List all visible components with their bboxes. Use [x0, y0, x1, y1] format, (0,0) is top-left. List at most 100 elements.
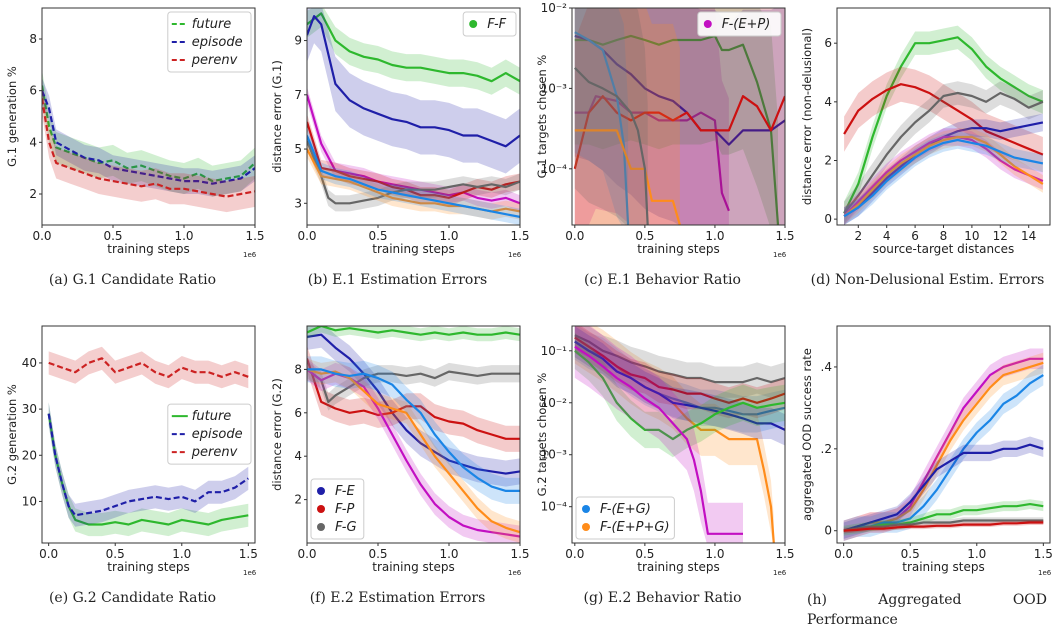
legend-label: future: [192, 409, 232, 424]
series-line-episode: [47, 413, 249, 517]
caption-g: (g) E.2 Behavior Ratio: [583, 590, 742, 606]
x-axis-label: training steps: [372, 560, 455, 574]
series-band-6: [307, 127, 520, 225]
y-axis-label: G.1 generation %: [5, 66, 19, 167]
series-line-5: [574, 129, 681, 225]
x-tick-label: 0.5: [103, 229, 122, 243]
plot-area: [574, 326, 785, 543]
x-tick-label: 6: [911, 229, 919, 243]
panel-g: 10⁻⁴ 10⁻³ 10⁻² 10⁻¹ 0.0 0.5 1.0 1.5 training ste…: [530, 318, 795, 635]
y-tick-label: 40: [22, 356, 37, 370]
series-line-3: [843, 443, 1044, 532]
y-tick-label: 4: [294, 449, 302, 463]
y-tick-label: 9: [294, 34, 302, 48]
series-line-F-F: [307, 12, 520, 83]
legend-label: perenv: [191, 53, 238, 68]
x-tick-label: 0.0: [297, 229, 316, 243]
y-tick-label: 2: [294, 493, 302, 507]
legend-label: F-G: [335, 520, 357, 535]
y-tick-label: 10: [22, 494, 37, 508]
x-tick-label: 0.5: [368, 229, 387, 243]
chart-c: 10⁻⁴ 10⁻³ 10⁻² 0.0 0.5 1.0 1.5 training steps G.…: [535, 1, 795, 259]
series-band-4: [844, 128, 1043, 225]
x-tick-label: 1.0: [705, 229, 724, 243]
plot-area: [573, 8, 785, 225]
legend-box: [462, 11, 517, 37]
x-tick-label: 2: [854, 229, 862, 243]
series-band-0: [844, 25, 1043, 225]
x-tick-label: 0.0: [565, 547, 584, 561]
legend-marker: [317, 487, 325, 495]
x-tick-label: 0.0: [32, 229, 51, 243]
legend: future episode perenv: [167, 403, 252, 465]
legend-label: F-F: [487, 17, 506, 32]
series-line-1: [307, 15, 520, 148]
caption-d: (d) Non-Delusional Estim. Errors: [810, 272, 1045, 288]
x-tick-label: 1.5: [775, 229, 794, 243]
series-band-1: [42, 77, 255, 197]
series-line-2: [307, 94, 520, 205]
series-line-1: [574, 34, 780, 225]
series-band-0: [42, 70, 255, 197]
panel-a: 2 4 6 8 0.0 0.5 1.0 1.5 training steps G.1 genera…: [0, 0, 265, 317]
axes-frame: [306, 7, 521, 226]
legend-box: [575, 496, 675, 540]
x-tick-label: 1.0: [705, 547, 724, 561]
y-tick-label: 5: [294, 142, 302, 156]
axes-frame: [571, 7, 786, 226]
y-tick-label: 10⁻¹: [541, 344, 568, 358]
y-tick-label: 10⁻⁴: [541, 500, 568, 514]
x-scale-note: 1e6: [508, 251, 522, 259]
series-line-2: [843, 91, 1044, 214]
legend-marker: [703, 20, 712, 28]
legend-label: F-(E+P+G): [600, 520, 670, 535]
legend-label: F-E: [335, 484, 355, 499]
x-tick-label: 1.0: [439, 547, 458, 561]
y-tick-label: .2: [821, 442, 832, 456]
series-band-2: [42, 82, 255, 213]
panel-c: 10⁻⁴ 10⁻³ 10⁻² 0.0 0.5 1.0 1.5 training steps G.…: [530, 0, 795, 317]
legend-box: [167, 11, 252, 73]
series-line-perenv: [48, 357, 249, 378]
series-line-F-G: [307, 368, 520, 404]
x-scale-note: 1e6: [1038, 569, 1052, 577]
y-tick-label: 10⁻³: [541, 81, 568, 95]
x-tick-label: 0.5: [368, 547, 387, 561]
legend-marker: [317, 523, 325, 531]
legend-label: F-(E+G): [600, 502, 651, 517]
y-tick-label: 0: [824, 212, 832, 226]
y-tick-label: 30: [22, 402, 37, 416]
x-tick-label: 1.0: [967, 547, 986, 561]
x-tick-label: 0.0: [565, 229, 584, 243]
chart-e: 10 20 30 40 0.0 0.5 1.0 1.5 training steps G.2 ge…: [5, 325, 258, 577]
legend: future episode perenv: [167, 11, 252, 73]
x-tick-label: 1.5: [1034, 547, 1053, 561]
plot-area: [307, 8, 520, 225]
legend-marker: [469, 20, 478, 28]
series-line-5: [574, 349, 785, 441]
series-line-future: [42, 85, 255, 183]
series-line-F-E: [307, 333, 520, 475]
chart-g: 10⁻⁴ 10⁻³ 10⁻² 10⁻¹ 0.0 0.5 1.0 1.5 training ste…: [535, 325, 795, 577]
plot-area: [843, 25, 1044, 225]
x-tick-label: 14: [1021, 229, 1036, 243]
y-tick-label: 20: [22, 448, 37, 462]
x-tick-label: 1.5: [510, 229, 529, 243]
plot-area: [47, 346, 249, 537]
x-tick-label: 1.0: [439, 229, 458, 243]
panel-d: 0 2 4 6 2 4 6 8 10 12 14 source-target distances dis…: [795, 0, 1060, 317]
series-line-5: [843, 135, 1044, 218]
legend-box: [697, 11, 782, 37]
series-band-4: [307, 132, 520, 212]
axes-frame: [836, 325, 1051, 544]
series-band-1: [574, 326, 774, 543]
series-line-6: [574, 345, 743, 535]
y-tick-label: 4: [29, 135, 37, 149]
series-line-6: [574, 67, 649, 225]
series-band-5: [844, 128, 1043, 225]
y-axis-label: G.2 generation %: [5, 384, 19, 485]
y-tick-label: 7: [294, 88, 302, 102]
x-axis-label: training steps: [902, 560, 985, 574]
series-line-1: [843, 361, 1044, 532]
y-axis-label: aggregated OOD success rate: [800, 348, 814, 521]
